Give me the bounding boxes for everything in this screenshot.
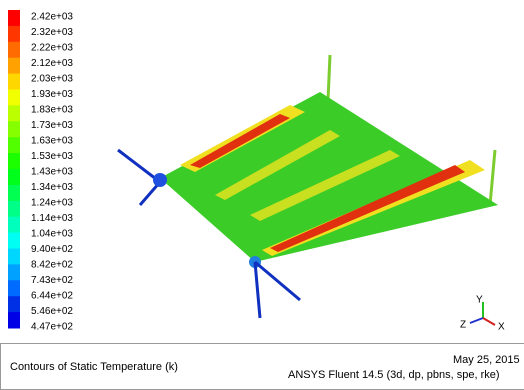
legend-label: 2.03e+03 [31,74,73,85]
legend-label: 1.43e+03 [31,167,73,178]
legend-swatch [8,121,20,137]
legend-swatch [8,249,20,265]
legend-label: 7.43e+02 [31,275,73,286]
legend-label: 1.93e+03 [31,89,73,100]
legend-swatch [8,185,20,201]
legend-label: 1.83e+03 [31,105,73,116]
fluent-window: 2.42e+03 2.32e+03 2.22e+03 2.12e+03 2.03e+03… [0,0,524,390]
contour-model [118,55,498,318]
legend-swatch [8,233,20,249]
plot-title: Contours of Static Temperature (k) [10,361,178,373]
legend-swatch [8,296,20,312]
legend-swatch [8,280,20,296]
x-label: X [498,322,505,333]
legend-label: 5.46e+02 [31,306,73,317]
legend-swatch [8,90,20,106]
legend-swatch [8,264,20,280]
legend-label: 2.32e+03 [31,27,73,38]
legend-label: 1.04e+03 [31,229,73,240]
z-label: Z [460,320,466,331]
legend-label: 1.63e+03 [31,136,73,147]
legend-swatch [8,74,20,90]
legend-label: 2.12e+03 [31,58,73,69]
legend-label: 4.47e+02 [31,322,73,333]
legend-label: 9.40e+02 [31,244,73,255]
legend-label: 1.24e+03 [31,198,73,209]
pipe [490,150,495,205]
legend-label: 1.34e+03 [31,182,73,193]
axis-triad: Y Z X [460,295,505,333]
inlet [153,173,167,187]
z-axis [470,318,483,323]
software: ANSYS Fluent 14.5 (3d, dp, pbns, spe, rk… [288,369,500,381]
legend-swatch [8,105,20,121]
legend-label: 6.44e+02 [31,291,73,302]
legend-label: 8.42e+02 [31,260,73,271]
legend-label: 1.53e+03 [31,151,73,162]
legend-swatch [8,312,20,328]
legend-label: 1.14e+03 [31,213,73,224]
y-label: Y [476,295,483,306]
x-axis [483,318,495,325]
legend-label: 2.42e+03 [31,12,73,23]
legend-swatch [8,201,20,217]
pipe [255,262,260,318]
legend-swatch [8,10,20,26]
legend-swatch [8,26,20,42]
legend-label: 1.73e+03 [31,120,73,131]
legend-swatch [8,169,20,185]
legend-swatch [8,137,20,153]
legend-swatch [8,153,20,169]
legend-swatch [8,42,20,58]
date: May 25, 2015 [453,354,520,366]
color-legend: 2.42e+03 2.32e+03 2.22e+03 2.12e+03 2.03e+03… [8,10,73,333]
pipe [255,262,300,300]
legend-swatch [8,58,20,74]
legend-swatch [8,217,20,233]
legend-label: 2.22e+03 [31,43,73,54]
pipe [328,55,330,100]
